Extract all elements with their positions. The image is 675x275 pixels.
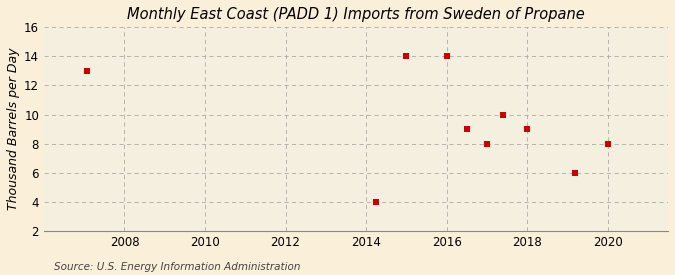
Point <box>371 200 381 204</box>
Point <box>602 141 613 146</box>
Text: Source: U.S. Energy Information Administration: Source: U.S. Energy Information Administ… <box>54 262 300 272</box>
Point <box>82 69 93 73</box>
Point <box>570 170 581 175</box>
Point <box>461 127 472 131</box>
Point <box>522 127 533 131</box>
Point <box>497 112 508 117</box>
Title: Monthly East Coast (PADD 1) Imports from Sweden of Propane: Monthly East Coast (PADD 1) Imports from… <box>127 7 585 22</box>
Point <box>481 141 492 146</box>
Y-axis label: Thousand Barrels per Day: Thousand Barrels per Day <box>7 48 20 210</box>
Point <box>441 54 452 59</box>
Point <box>401 54 412 59</box>
